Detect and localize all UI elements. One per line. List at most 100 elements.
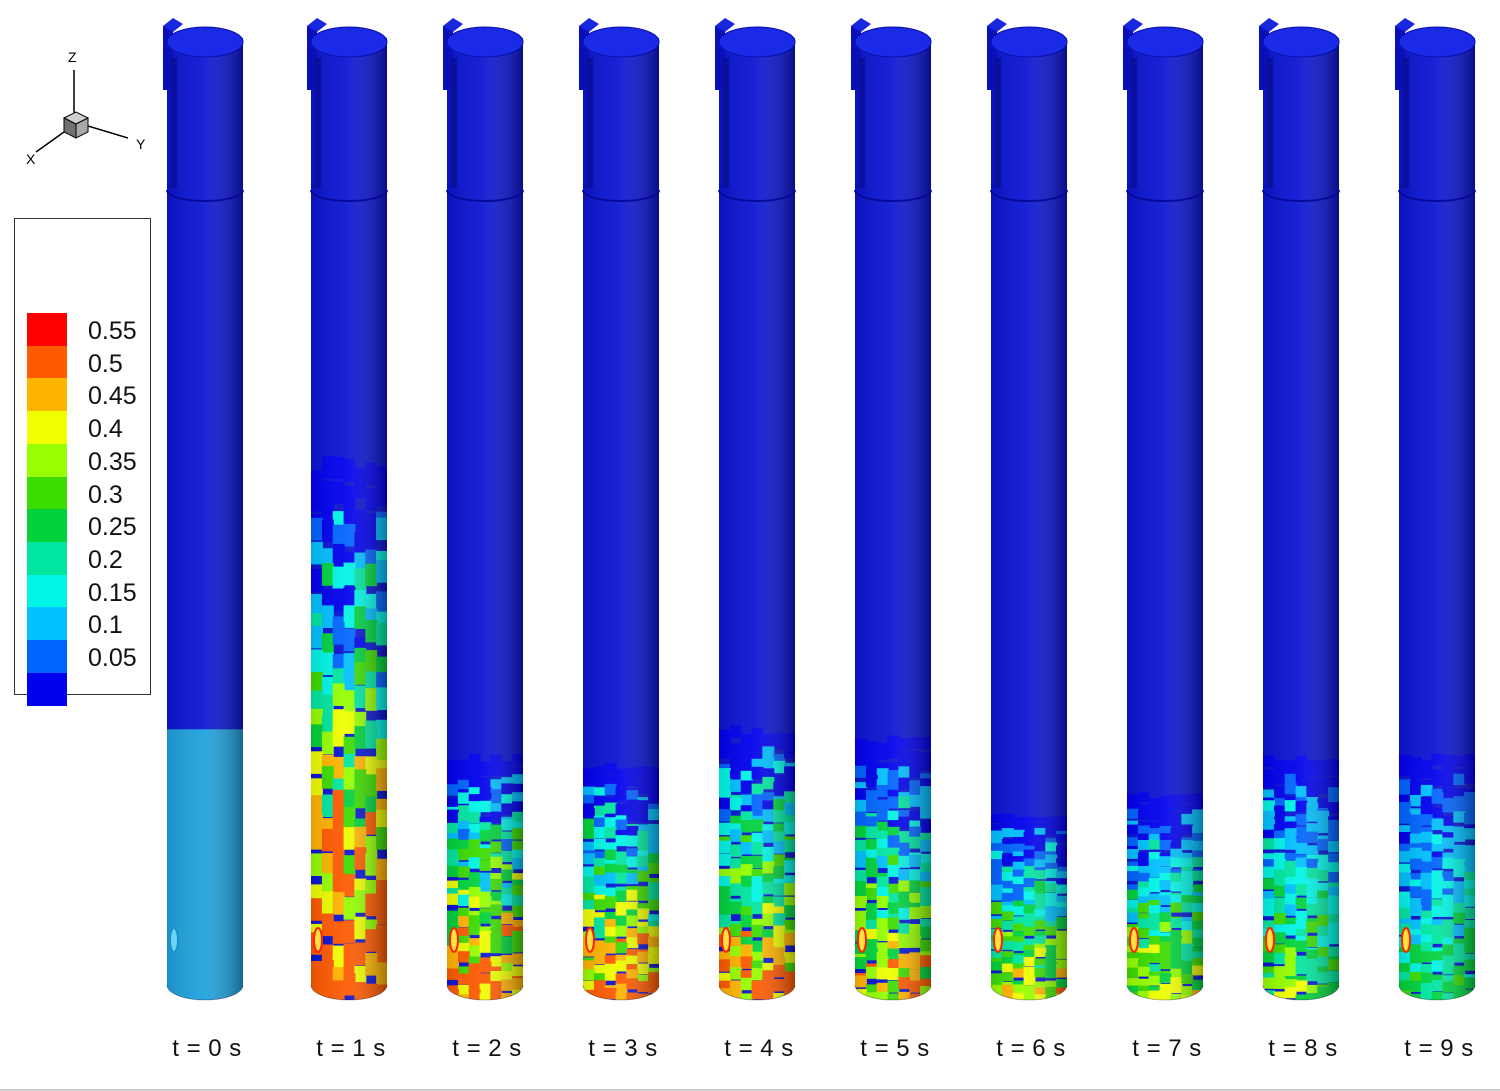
inlet-stub [1259,26,1269,90]
legend-label: 0.1 [88,611,123,640]
column-joint [990,189,1068,202]
inlet-stub [1395,26,1405,90]
column-joint [582,189,660,202]
legend-label: 0.05 [88,644,137,672]
y-axis-line [87,125,129,139]
inlet-stub-top [443,18,463,32]
legend-label: 0.55 [88,317,137,345]
legend-swatch [27,411,67,445]
side-channel [723,58,729,188]
time-label: t = 8 s [1268,1035,1338,1062]
column-bottom [310,984,388,1001]
side-channel [451,58,457,188]
reactor-column [163,18,244,1001]
inlet-port-icon [1129,927,1139,953]
column-top-cap [446,26,524,58]
inlet-stub [1123,26,1133,90]
inlet-stub-top [715,18,735,32]
y-axis-label: Y [136,136,146,152]
column-shading [991,38,1067,1000]
time-label: t = 9 s [1404,1035,1474,1062]
legend-label: 0.15 [88,578,137,607]
column-shading [855,38,931,1000]
column-top-cap [854,26,932,58]
column-top-cap [1398,26,1476,58]
inlet-port-icon [313,927,323,953]
bottom-divider [0,1089,1500,1091]
column-top-cap [1262,26,1340,58]
column-joint [854,189,932,202]
inlet-stub-top [851,18,871,32]
time-label: t = 7 s [1132,1035,1202,1062]
legend-label: 0.25 [88,513,137,542]
reactor-column [307,18,388,1001]
inlet-stub-top [1259,18,1279,32]
time-label: t = 1 s [316,1035,386,1062]
legend-swatch [27,607,67,641]
inlet-stub [443,26,453,90]
reactor-column [715,18,796,1001]
column-joint [166,189,244,202]
time-label: t = 5 s [860,1035,930,1062]
column-joint [718,189,796,202]
column-bottom [990,984,1068,1001]
column-shading [719,38,795,1000]
column-bottom [1398,984,1476,1001]
inlet-port-icon [585,927,595,953]
legend-label: 0.35 [88,447,137,476]
column-shading [583,38,659,1000]
time-label: t = 3 s [588,1035,658,1062]
legend-swatch [27,443,67,477]
legend-swatch [27,345,67,379]
legend-swatch [27,476,67,510]
reactor-column [987,18,1068,1001]
time-label: t = 0 s [172,1035,242,1062]
legend-label: 0.3 [88,480,123,509]
column-joint [446,189,524,202]
x-axis-line [35,131,65,153]
side-channel [1267,58,1273,188]
column-top-cap [310,26,388,58]
reactor-column [1395,18,1476,1001]
axis-triad: Z Y X [26,49,146,167]
legend-swatch [27,574,67,608]
column-shading [167,38,243,1000]
column-bottom [166,984,244,1001]
column-top-cap [166,26,244,58]
column-bottom [718,984,796,1001]
time-label: t = 6 s [996,1035,1066,1062]
inlet-port-icon [1401,927,1411,953]
column-shading [447,38,523,1000]
column-shading [311,38,387,1000]
column-bottom [854,984,932,1001]
column-shading [1127,38,1203,1000]
inlet-port-icon [721,927,731,953]
legend-swatch [27,672,67,706]
reactor-column [1259,18,1340,1001]
column-joint [310,189,388,202]
column-bottom [1126,984,1204,1001]
colorbar-legend: 0.55 0.5 0.45 0.4 0.35 0.3 0.25 0.2 0.15 0.1 0.05 [14,218,151,706]
legend-label: 0.4 [88,415,123,444]
inlet-stub-top [1123,18,1143,32]
z-axis-label: Z [68,49,77,65]
axis-cube-icon [62,111,90,139]
inlet-stub [715,26,725,90]
column-top-cap [990,26,1068,58]
side-channel [1131,58,1137,188]
reactor-column [579,18,660,1001]
legend-swatch [27,640,67,674]
inlet-port-icon [857,927,867,953]
column-joint [1262,189,1340,202]
column-joint [1126,189,1204,202]
inlet-stub-top [1395,18,1415,32]
column-top-cap [1126,26,1204,58]
inlet-stub-top [307,18,327,32]
inlet-stub-top [579,18,599,32]
inlet-stub-top [163,18,183,32]
time-label: t = 4 s [724,1035,794,1062]
legend-label: 0.45 [88,382,137,411]
reactor-column [443,18,524,1001]
legend-label: 0.2 [88,545,123,574]
